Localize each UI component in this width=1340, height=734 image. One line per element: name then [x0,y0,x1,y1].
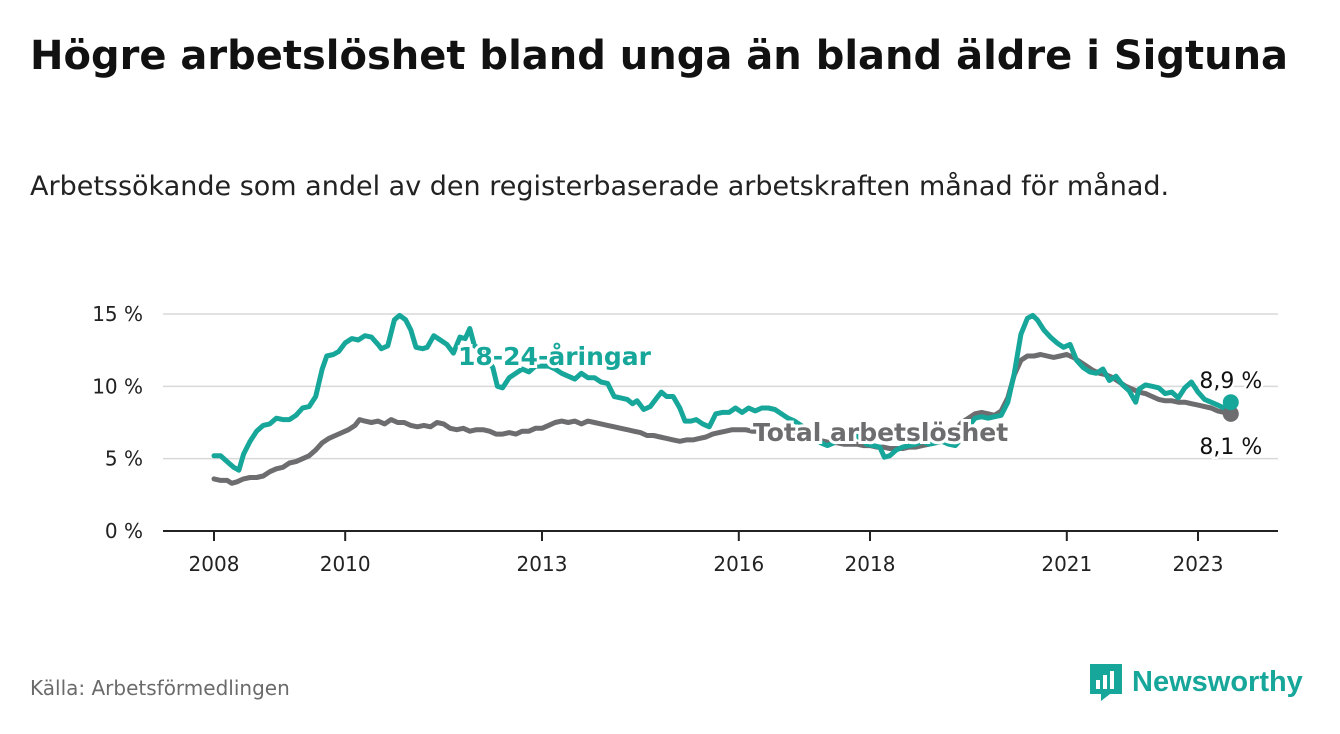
gridlines [163,313,1278,460]
youth-18-24-line [211,312,1234,473]
x-tick-label: 2008 [189,552,240,576]
y-axis-tick-labels: 0 % 5 % 10 % 15 % [92,302,143,543]
total-end-point [1222,405,1239,422]
youth-end-value-label: 8,9 % [1199,369,1262,394]
x-tick-label: 2016 [713,552,764,576]
series-lines [211,312,1239,486]
x-tick-label: 2021 [1041,552,1092,576]
total-end-value-label: 8,1 % [1199,435,1262,460]
x-axis-tick-labels: 2008 2010 2013 2016 2018 2021 2023 [189,552,1224,576]
brand-name: Newsworthy [1132,665,1303,698]
youth-series-label: 18-24-åringar [458,342,652,371]
y-tick-label: 0 % [105,519,143,543]
source-note: Källa: Arbetsförmedlingen [30,676,290,700]
series-labels: 18-24-åringar Total arbetslöshet 8,9 % 8,1 … [455,339,1265,462]
total-arbetsloshet-line [211,352,1234,486]
y-tick-label: 10 % [92,374,143,398]
chart-title: Högre arbetslöshet bland unga än bland ä… [30,33,1289,79]
newsworthy-logo[interactable]: Newsworthy [1088,660,1303,704]
youth-end-point [1222,394,1239,411]
x-tick-label: 2023 [1173,552,1224,576]
chart-subtitle: Arbetssökande som andel av den registerb… [30,171,1170,202]
x-tick-label: 2013 [517,552,568,576]
x-tick-label: 2018 [845,552,896,576]
x-axis [163,530,1278,541]
line-chart: 0 %5 %10 %15 % 2008 2010 2013 2016 2018 2021 2… [92,302,1278,576]
y-tick-label: 5 % [105,447,143,471]
bar-chart-icon [1090,664,1122,701]
y-tick-label: 15 % [92,302,143,326]
total-series-label: Total arbetslöshet [753,418,1008,447]
x-tick-label: 2010 [320,552,371,576]
